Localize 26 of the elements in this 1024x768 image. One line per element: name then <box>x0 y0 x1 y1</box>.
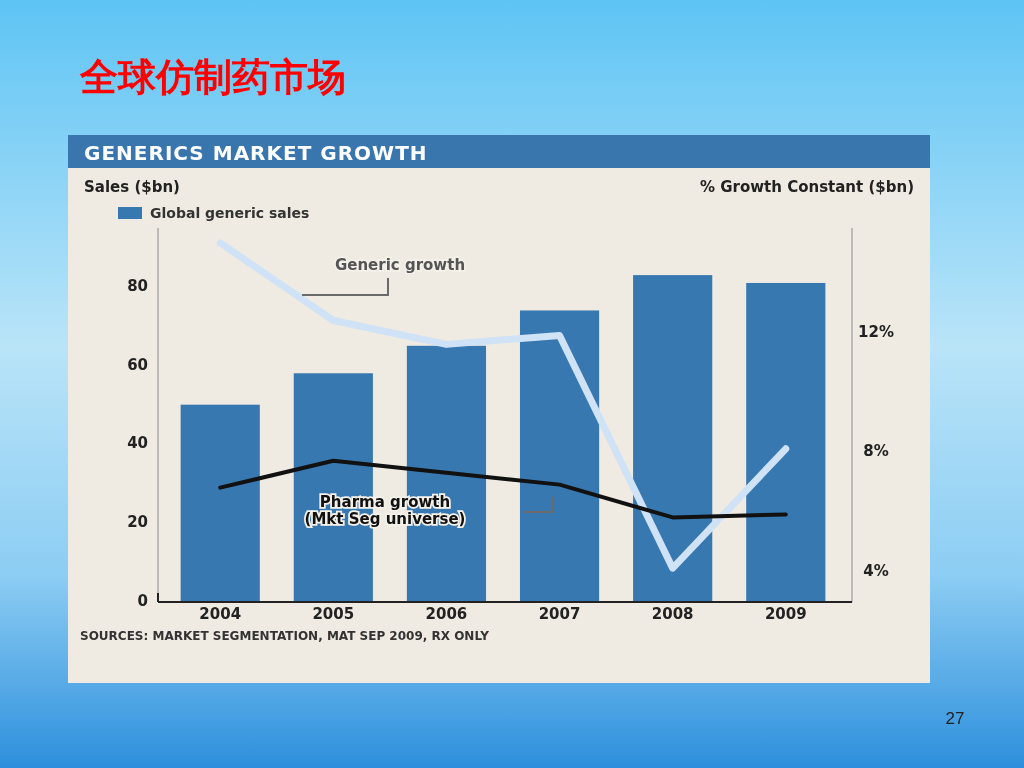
y-tick-label: 20 <box>127 512 148 531</box>
y2-axis-title: % Growth Constant ($bn) <box>699 178 914 196</box>
text: 27 <box>945 709 965 728</box>
x-tick-label: 2008 <box>651 605 694 623</box>
y-axis-title: Sales ($bn) <box>84 178 180 196</box>
x-tick-label: 2009 <box>764 605 807 623</box>
source-note: SOURCES: MARKET SEGMENTATION, MAT SEP 2009, RX ONLY <box>80 629 490 643</box>
legend-label: Global generic sales <box>150 205 310 221</box>
y-tick-label: 40 <box>127 434 148 453</box>
y-tick-label: 80 <box>127 277 148 296</box>
text: Generic growth <box>334 256 466 274</box>
y-tick-label: 60 <box>127 355 148 374</box>
x-tick-label: 2006 <box>425 605 468 623</box>
bar <box>519 310 600 601</box>
y2-tick-label: 8% <box>863 442 889 461</box>
bar <box>746 282 826 601</box>
bar <box>633 275 713 601</box>
y2-tick-label: 4% <box>863 561 889 580</box>
x-tick-label: 2007 <box>538 605 581 623</box>
x-tick-label: 2004 <box>199 605 242 623</box>
x-tick-label: 2005 <box>312 605 355 623</box>
chart-subtitle: GENERICS MARKET GROWTH <box>84 141 428 165</box>
y2-tick-label: 12% <box>858 322 894 341</box>
bar <box>180 404 260 601</box>
chart-title: 全球仿制药市场 <box>79 55 346 99</box>
y-tick-label: 0 <box>137 591 148 610</box>
